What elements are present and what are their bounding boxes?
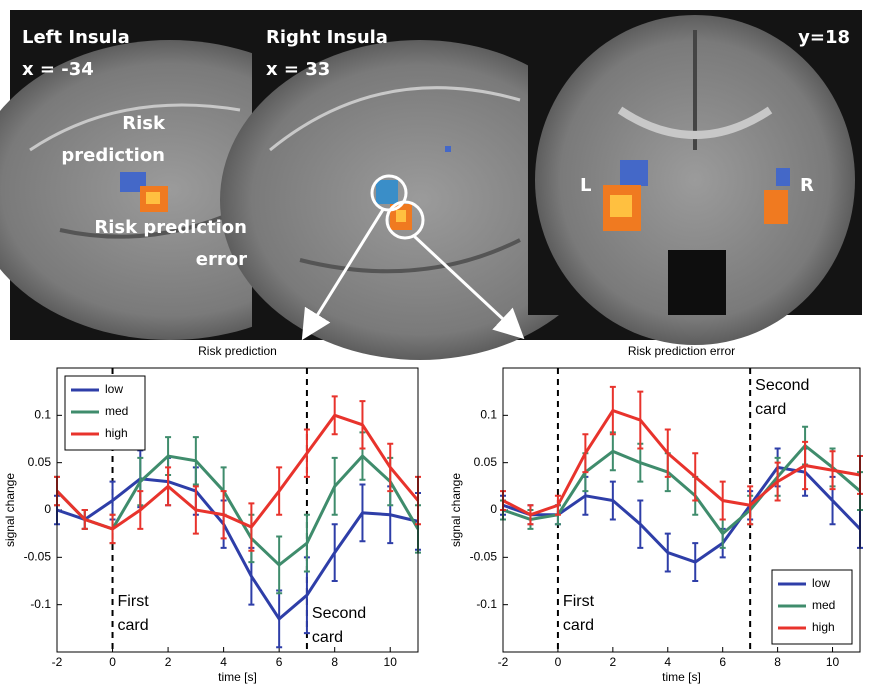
x-tick-label: 8 [331,655,338,669]
event-label: card [118,617,149,634]
event-label: card [563,617,594,634]
chart-title: Risk prediction error [628,344,735,358]
x-tick-label: 2 [165,655,172,669]
panel-coord: y=18 [798,27,850,48]
figure: Left Insula x = -34 Risk prediction Risk… [0,0,872,687]
x-tick-label: 8 [774,655,781,669]
y-tick-label: 0.1 [480,408,497,422]
event-label: First [563,593,595,610]
legend-label: med [105,404,128,418]
x-tick-label: 10 [384,655,398,669]
panel-coord: x = -34 [22,59,94,80]
x-tick-label: 6 [719,655,726,669]
panel-label: L [580,175,591,196]
legend-label: med [812,598,835,612]
y-tick-label: 0 [490,502,497,516]
y-tick-label: 0.05 [474,455,498,469]
event-label: Second [312,605,366,622]
y-axis-label: signal change [3,473,17,547]
legend-label: high [105,426,128,440]
x-axis-label: time [s] [662,670,701,684]
x-tick-label: 0 [555,655,562,669]
panel-label: prediction [61,145,165,166]
y-tick-label: -0.05 [470,550,498,564]
x-tick-label: 10 [826,655,840,669]
x-tick-label: -2 [52,655,63,669]
y-tick-label: -0.1 [476,597,497,611]
series-line [57,479,418,619]
event-label: card [312,629,343,646]
panel-label: Risk [122,113,166,134]
panel-title: Left Insula [22,27,130,48]
legend-label: low [812,576,830,590]
panel-coord: x = 33 [266,59,330,80]
event-label: First [118,593,150,610]
panel-title: Right Insula [266,27,388,48]
x-tick-label: -2 [498,655,509,669]
event-label: Second [755,377,809,394]
y-axis-label: signal change [449,473,463,547]
x-axis-label: time [s] [218,670,257,684]
panel-label: error [196,249,247,270]
x-tick-label: 4 [220,655,227,669]
y-tick-label: 0.05 [28,455,52,469]
y-tick-label: -0.05 [24,550,52,564]
y-tick-label: -0.1 [30,597,51,611]
panel-label: Risk prediction [94,217,247,238]
chart-title: Risk prediction [198,344,277,358]
y-tick-label: 0.1 [34,408,51,422]
x-tick-label: 0 [109,655,116,669]
x-tick-label: 2 [610,655,617,669]
y-tick-label: 0 [44,502,51,516]
x-tick-label: 4 [664,655,671,669]
event-label: card [755,401,786,418]
legend-label: high [812,620,835,634]
panel-label: R [800,175,814,196]
legend-label: low [105,382,123,396]
x-tick-label: 6 [276,655,283,669]
